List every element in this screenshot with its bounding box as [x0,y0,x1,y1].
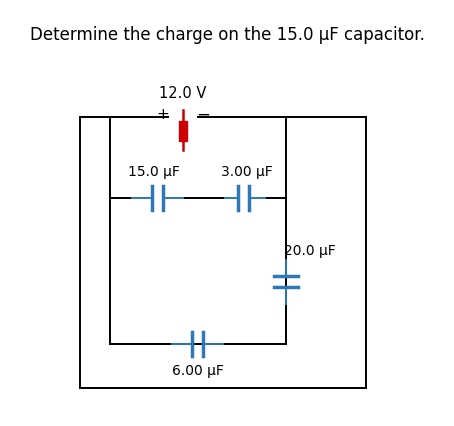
Text: 6.00 μF: 6.00 μF [172,364,224,378]
Text: +: + [157,106,169,122]
Text: 15.0 μF: 15.0 μF [128,165,180,179]
Bar [179,121,187,141]
Text: Determine the charge on the 15.0 μF capacitor.: Determine the charge on the 15.0 μF capa… [30,26,424,44]
Text: −: − [196,105,210,123]
Text: 3.00 μF: 3.00 μF [221,165,273,179]
Text: 20.0 μF: 20.0 μF [284,244,336,258]
Text: 12.0 V: 12.0 V [159,86,207,101]
